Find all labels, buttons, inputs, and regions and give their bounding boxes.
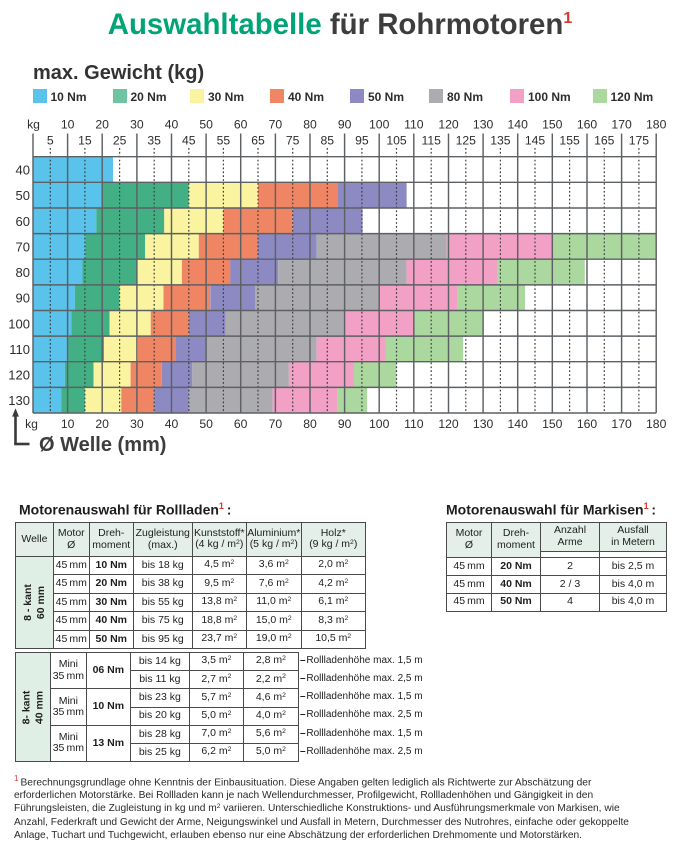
svg-text:60: 60 <box>234 417 248 431</box>
svg-text:10: 10 <box>61 417 75 431</box>
svg-text:25: 25 <box>113 134 127 148</box>
svg-text:80: 80 <box>16 265 30 280</box>
svg-text:100: 100 <box>8 316 30 331</box>
svg-text:100: 100 <box>369 417 390 431</box>
svg-text:130: 130 <box>8 393 30 408</box>
svg-text:165: 165 <box>594 134 615 148</box>
svg-text:15: 15 <box>78 134 92 148</box>
svg-text:30: 30 <box>130 118 144 132</box>
svg-text:150: 150 <box>542 417 563 431</box>
svg-text:140: 140 <box>508 417 529 431</box>
svg-text:105: 105 <box>386 134 407 148</box>
svg-text:80: 80 <box>303 417 317 431</box>
svg-text:20: 20 <box>95 118 109 132</box>
svg-text:50: 50 <box>199 417 213 431</box>
svg-text:120: 120 <box>438 417 459 431</box>
svg-text:130: 130 <box>473 118 494 132</box>
svg-text:50: 50 <box>16 188 30 203</box>
svg-text:5: 5 <box>47 134 54 148</box>
svg-text:45: 45 <box>182 134 196 148</box>
svg-text:10: 10 <box>61 118 75 132</box>
svg-text:70: 70 <box>269 118 283 132</box>
svg-text:135: 135 <box>490 134 511 148</box>
svg-text:65: 65 <box>251 134 265 148</box>
svg-text:55: 55 <box>217 134 231 148</box>
svg-text:40: 40 <box>165 118 179 132</box>
svg-text:110: 110 <box>404 417 424 431</box>
svg-text:90: 90 <box>338 118 352 132</box>
svg-text:85: 85 <box>321 134 335 148</box>
svg-text:115: 115 <box>421 134 441 148</box>
svg-text:130: 130 <box>473 417 494 431</box>
svg-text:60: 60 <box>234 118 248 132</box>
svg-text:150: 150 <box>542 118 563 132</box>
svg-text:120: 120 <box>8 368 30 383</box>
svg-text:70: 70 <box>16 239 30 254</box>
svg-text:120: 120 <box>438 118 459 132</box>
svg-text:110: 110 <box>9 342 30 357</box>
svg-text:35: 35 <box>147 134 161 148</box>
svg-text:40: 40 <box>16 163 30 178</box>
svg-text:175: 175 <box>629 134 650 148</box>
svg-text:125: 125 <box>456 134 477 148</box>
svg-text:160: 160 <box>577 417 598 431</box>
svg-text:40: 40 <box>165 417 179 431</box>
svg-text:170: 170 <box>611 118 632 132</box>
svg-text:180: 180 <box>646 118 667 132</box>
svg-text:95: 95 <box>355 134 369 148</box>
svg-text:kg: kg <box>25 417 38 431</box>
svg-text:30: 30 <box>130 417 144 431</box>
svg-text:60: 60 <box>16 214 30 229</box>
svg-text:145: 145 <box>525 134 546 148</box>
svg-text:70: 70 <box>269 417 283 431</box>
svg-text:180: 180 <box>646 417 667 431</box>
svg-text:155: 155 <box>559 134 580 148</box>
svg-text:90: 90 <box>16 291 30 306</box>
svg-text:kg: kg <box>27 118 40 132</box>
svg-text:50: 50 <box>199 118 213 132</box>
svg-text:100: 100 <box>369 118 390 132</box>
svg-text:80: 80 <box>303 118 317 132</box>
svg-text:140: 140 <box>508 118 529 132</box>
svg-text:90: 90 <box>338 417 352 431</box>
svg-text:160: 160 <box>577 118 598 132</box>
svg-text:110: 110 <box>404 118 424 132</box>
svg-text:170: 170 <box>611 417 632 431</box>
svg-text:75: 75 <box>286 134 300 148</box>
svg-text:20: 20 <box>95 417 109 431</box>
